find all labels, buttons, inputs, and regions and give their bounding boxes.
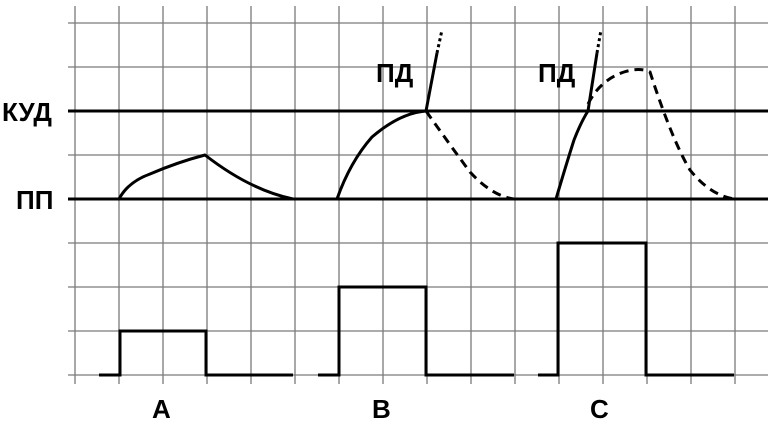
spike-continuation-c-dashed — [595, 29, 603, 54]
decay-curve-b-dashed — [424, 110, 515, 201]
potential-curve-c — [540, 110, 590, 201]
grid — [68, 6, 768, 384]
action-potential-label-b: ПД — [376, 58, 414, 88]
case-label-c: C — [590, 394, 609, 424]
potential-curve-a — [100, 153, 294, 201]
stimulus-pulse-b — [318, 285, 514, 377]
action-potential-spike-b — [424, 52, 439, 112]
potential-curve-b — [320, 109, 427, 201]
case-label-a: A — [152, 394, 171, 424]
threshold-label: КУД — [2, 97, 52, 127]
stimulus-pulse-c — [538, 241, 734, 377]
stimulus-pulse-a — [99, 329, 293, 377]
action-potential-label-c: ПД — [538, 58, 576, 88]
case-label-b: B — [372, 394, 391, 424]
resting-potential-label: ПП — [16, 185, 53, 215]
spike-continuation-b-dashed — [435, 29, 444, 54]
decay-curve-c-dashed — [586, 68, 735, 201]
action-potential-spike-c — [586, 52, 599, 112]
